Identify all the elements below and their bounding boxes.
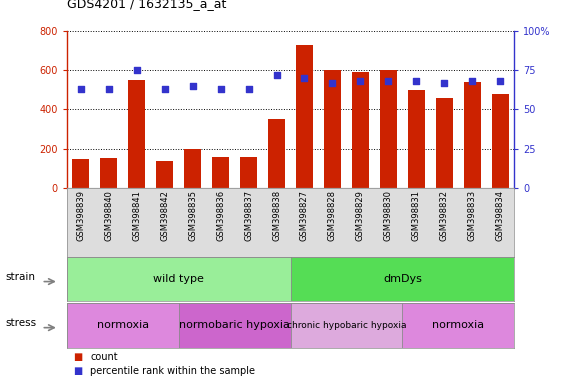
Text: count: count [90, 352, 118, 362]
Text: GSM398837: GSM398837 [244, 190, 253, 242]
Text: normoxia: normoxia [96, 320, 149, 331]
Point [216, 86, 225, 92]
Point [412, 78, 421, 84]
Text: GSM398839: GSM398839 [76, 190, 85, 241]
Point [328, 79, 337, 86]
Point [440, 79, 449, 86]
Bar [290, 303, 403, 348]
Point [383, 78, 393, 84]
Bar [156, 161, 173, 188]
Text: GSM398842: GSM398842 [160, 190, 169, 241]
Bar [464, 82, 480, 188]
Bar [184, 149, 201, 188]
Text: GSM398838: GSM398838 [272, 190, 281, 242]
Text: dmDys: dmDys [383, 274, 422, 285]
Text: GSM398831: GSM398831 [412, 190, 421, 241]
Bar [324, 70, 341, 188]
Point [132, 67, 141, 73]
Bar [128, 80, 145, 188]
Text: GSM398828: GSM398828 [328, 190, 337, 241]
Point [104, 86, 113, 92]
Text: strain: strain [5, 272, 35, 282]
Bar [352, 72, 369, 188]
Text: stress: stress [5, 318, 37, 328]
Bar [240, 157, 257, 188]
Text: GSM398830: GSM398830 [384, 190, 393, 241]
Text: chronic hypobaric hypoxia: chronic hypobaric hypoxia [286, 321, 406, 330]
Bar [67, 303, 179, 348]
Text: GSM398835: GSM398835 [188, 190, 197, 241]
Bar [290, 257, 514, 301]
Bar [403, 303, 514, 348]
Point [272, 72, 281, 78]
Point [300, 75, 309, 81]
Text: wild type: wild type [153, 274, 204, 285]
Bar [408, 90, 425, 188]
Text: ■: ■ [73, 366, 82, 376]
Text: GSM398832: GSM398832 [440, 190, 449, 241]
Bar [212, 157, 229, 188]
Text: GSM398833: GSM398833 [468, 190, 477, 242]
Text: GSM398841: GSM398841 [132, 190, 141, 241]
Bar [179, 303, 290, 348]
Point [496, 78, 505, 84]
Text: GSM398836: GSM398836 [216, 190, 225, 242]
Bar [101, 158, 117, 188]
Text: GDS4201 / 1632135_a_at: GDS4201 / 1632135_a_at [67, 0, 226, 10]
Text: ■: ■ [73, 352, 82, 362]
Bar [67, 257, 290, 301]
Bar [380, 70, 397, 188]
Text: percentile rank within the sample: percentile rank within the sample [90, 366, 255, 376]
Text: GSM398827: GSM398827 [300, 190, 309, 241]
Point [160, 86, 169, 92]
Text: normoxia: normoxia [432, 320, 485, 331]
Text: GSM398829: GSM398829 [356, 190, 365, 241]
Bar [73, 159, 89, 188]
Bar [296, 45, 313, 188]
Text: normobaric hypoxia: normobaric hypoxia [179, 320, 290, 331]
Bar [268, 119, 285, 188]
Point [356, 78, 365, 84]
Point [76, 86, 85, 92]
Point [188, 83, 198, 89]
Bar [436, 98, 453, 188]
Text: GSM398834: GSM398834 [496, 190, 505, 241]
Text: GSM398840: GSM398840 [104, 190, 113, 241]
Point [468, 78, 477, 84]
Bar [492, 94, 508, 188]
Point [244, 86, 253, 92]
